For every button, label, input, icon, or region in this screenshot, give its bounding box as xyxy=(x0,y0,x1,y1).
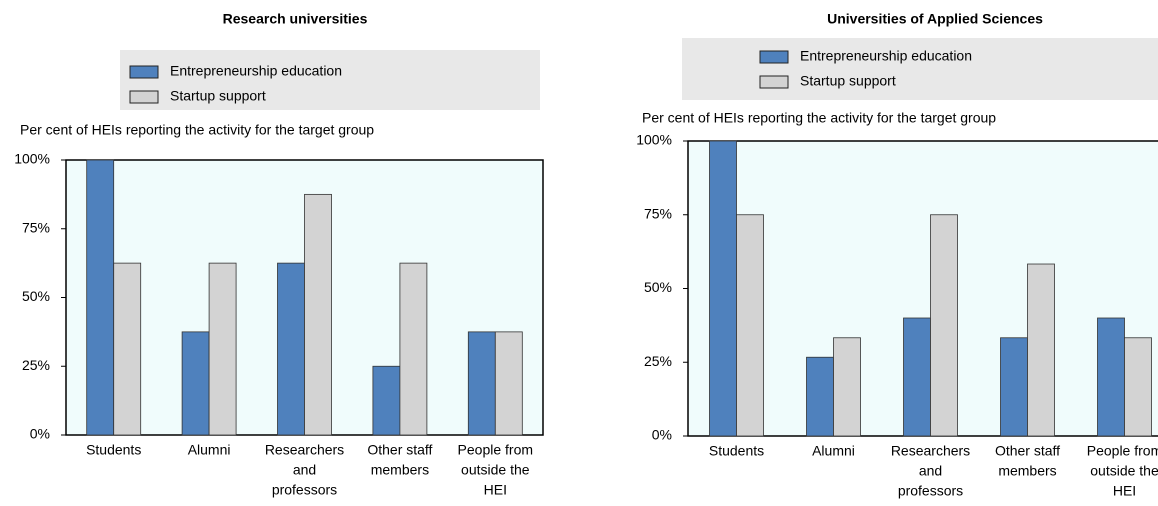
legend-swatch xyxy=(129,65,159,79)
x-tick-label: professors xyxy=(898,483,963,499)
bar xyxy=(399,262,428,436)
legend-box xyxy=(120,50,540,110)
x-tick-label: Researchers xyxy=(265,442,344,458)
x-tick-label: Other staff xyxy=(995,443,1060,459)
x-tick-label: outside the xyxy=(461,462,530,478)
bar xyxy=(1000,337,1028,437)
bar xyxy=(277,262,305,436)
bar xyxy=(1027,263,1055,437)
bar xyxy=(1097,317,1125,437)
legend-label: Startup support xyxy=(800,73,896,89)
bar xyxy=(467,331,496,436)
bar xyxy=(1124,337,1152,437)
bar xyxy=(208,262,237,436)
legend-swatch xyxy=(759,75,789,89)
x-tick-label: People from xyxy=(1087,443,1158,459)
y-tick-label: 50% xyxy=(644,279,672,295)
y-tick-label: 25% xyxy=(644,353,672,369)
chart-title: Universities of Applied Sciences xyxy=(827,11,1043,27)
y-tick-label: 100% xyxy=(636,132,672,148)
x-tick-label: Alumni xyxy=(188,442,231,458)
bar xyxy=(113,262,142,436)
y-tick-label: 25% xyxy=(22,357,50,373)
x-tick-label: outside the xyxy=(1090,463,1158,479)
legend-label: Startup support xyxy=(170,88,266,104)
x-tick-label: People from xyxy=(458,442,533,458)
y-tick-label: 50% xyxy=(22,288,50,304)
bar xyxy=(181,331,210,436)
bar xyxy=(304,193,332,436)
y-axis-label: Per cent of HEIs reporting the activity … xyxy=(642,110,996,126)
legend-box xyxy=(682,38,1158,100)
y-tick-label: 75% xyxy=(644,205,672,221)
x-tick-label: Other staff xyxy=(367,442,432,458)
bar xyxy=(736,214,764,437)
x-tick-label: Students xyxy=(709,443,764,459)
legend-label: Entrepreneurship education xyxy=(170,63,342,79)
legend-swatch xyxy=(759,50,789,64)
bar xyxy=(86,159,115,436)
bar xyxy=(709,140,737,437)
x-tick-label: professors xyxy=(272,482,337,498)
x-tick-label: Students xyxy=(86,442,141,458)
chart-title: Research universities xyxy=(223,11,368,27)
x-tick-label: HEI xyxy=(1113,483,1136,499)
bar xyxy=(903,317,931,437)
y-axis-label: Per cent of HEIs reporting the activity … xyxy=(20,122,374,138)
x-tick-label: Researchers xyxy=(891,443,970,459)
x-tick-label: Alumni xyxy=(812,443,855,459)
x-tick-label: HEI xyxy=(484,482,507,498)
x-tick-label: and xyxy=(919,463,942,479)
y-tick-label: 100% xyxy=(14,151,50,167)
bar xyxy=(494,331,523,436)
bar xyxy=(806,356,834,437)
legend-label: Entrepreneurship education xyxy=(800,48,972,64)
y-tick-label: 0% xyxy=(652,427,672,443)
x-tick-label: members xyxy=(998,463,1056,479)
legend-swatch xyxy=(129,90,159,104)
bar xyxy=(833,337,861,437)
x-tick-label: members xyxy=(371,462,429,478)
x-tick-label: and xyxy=(293,462,316,478)
y-tick-label: 75% xyxy=(22,219,50,235)
bar xyxy=(930,214,958,437)
bar xyxy=(372,365,401,436)
y-tick-label: 0% xyxy=(30,426,50,442)
